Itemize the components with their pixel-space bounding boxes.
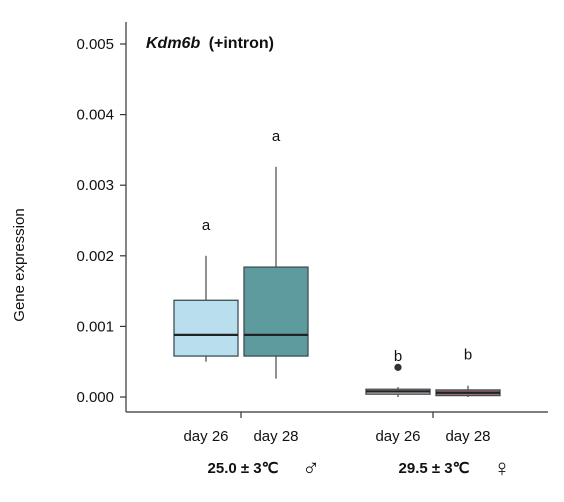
- female-symbol-icon: ♀: [493, 455, 511, 482]
- y-axis-label: Gene expression: [11, 208, 28, 321]
- x-category-label: day 26: [183, 428, 228, 445]
- y-tick-label: 0.003: [76, 177, 114, 194]
- box-iqr: [243, 266, 309, 357]
- chart-title: Kdm6b (+intron): [146, 35, 274, 52]
- y-tick-label: 0.000: [76, 389, 114, 406]
- chart-title-suffix: (+intron): [209, 35, 274, 52]
- x-category-label: day 28: [445, 428, 490, 445]
- significance-letter: b: [464, 347, 472, 364]
- chart-title-gene: Kdm6b: [146, 35, 200, 52]
- x-category-label: day 28: [253, 428, 298, 445]
- box-iqr: [173, 299, 239, 357]
- y-tick-label: 0.004: [76, 107, 114, 124]
- male-symbol-icon: ♂: [302, 455, 320, 482]
- significance-letter: a: [272, 128, 281, 145]
- box-outlier-point: [394, 363, 402, 371]
- group-label: 25.0 ± 3℃: [208, 460, 279, 477]
- group-label: 29.5 ± 3℃: [399, 460, 470, 477]
- significance-letter: a: [202, 217, 211, 234]
- y-tick-label: 0.002: [76, 248, 114, 265]
- y-tick-label: 0.001: [76, 318, 114, 335]
- y-tick-label: 0.005: [76, 36, 114, 53]
- x-category-label: day 26: [375, 428, 420, 445]
- significance-letter: b: [394, 348, 402, 365]
